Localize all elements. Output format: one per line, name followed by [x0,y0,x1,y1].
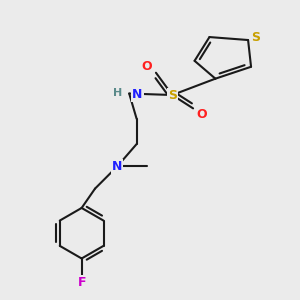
Text: O: O [197,108,207,121]
Text: O: O [142,60,152,73]
Text: S: S [251,31,260,44]
Text: F: F [77,276,86,289]
Text: H: H [112,88,122,98]
Text: N: N [112,160,122,173]
Text: S: S [168,88,177,101]
Text: N: N [132,88,142,100]
